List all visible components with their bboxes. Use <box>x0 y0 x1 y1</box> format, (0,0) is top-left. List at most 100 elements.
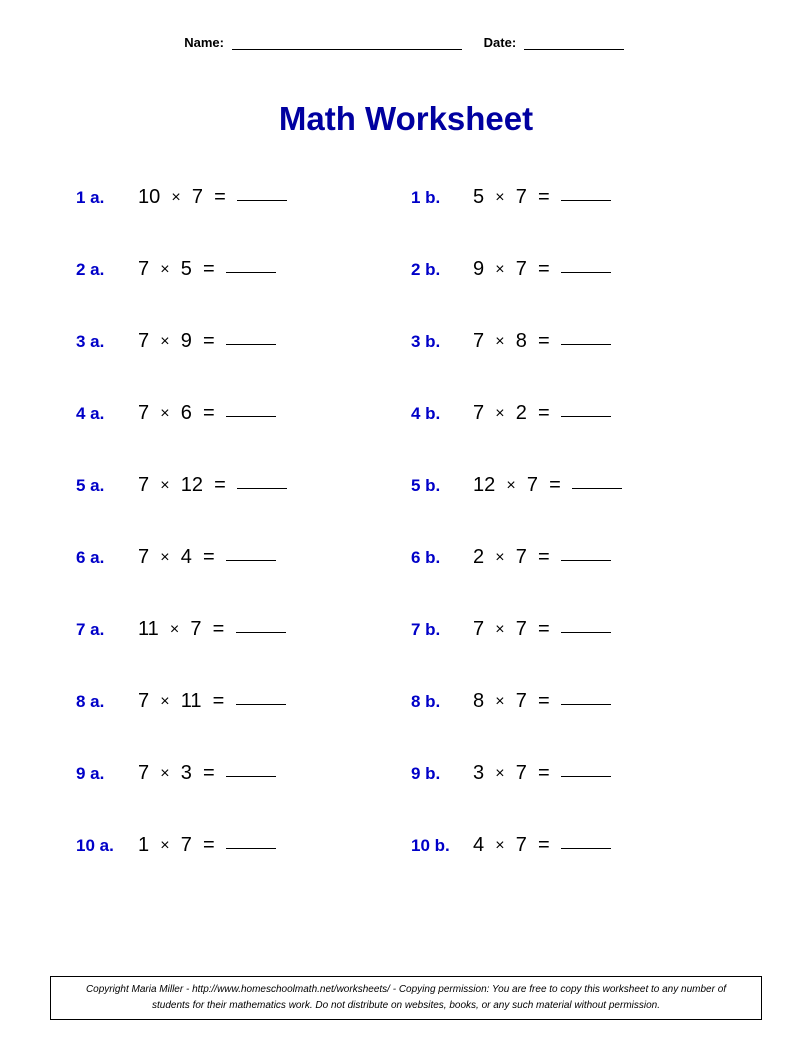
operator: × <box>506 477 515 494</box>
answer-blank[interactable] <box>572 488 622 489</box>
name-label: Name: <box>184 35 224 50</box>
operand-b: 7 <box>516 258 527 280</box>
operator: × <box>160 693 169 710</box>
equals-sign: = <box>203 762 215 784</box>
equals-sign: = <box>203 834 215 856</box>
operand-a: 7 <box>473 402 484 424</box>
operand-a: 10 <box>138 186 160 208</box>
answer-blank[interactable] <box>561 704 611 705</box>
problem-expression: 7 × 7 = <box>473 618 611 641</box>
problem-item: 4 b.7 × 2 = <box>411 402 736 425</box>
equals-sign: = <box>203 402 215 424</box>
operand-a: 3 <box>473 762 484 784</box>
problem-label: 7 b. <box>411 620 473 640</box>
operand-b: 7 <box>516 834 527 856</box>
problem-item: 1 a.10 × 7 = <box>76 186 401 209</box>
equals-sign: = <box>538 186 550 208</box>
answer-blank[interactable] <box>561 560 611 561</box>
problem-item: 3 a.7 × 9 = <box>76 330 401 353</box>
date-label: Date: <box>484 35 517 50</box>
operator: × <box>160 405 169 422</box>
problem-item: 3 b.7 × 8 = <box>411 330 736 353</box>
answer-blank[interactable] <box>236 632 286 633</box>
problem-item: 7 b.7 × 7 = <box>411 618 736 641</box>
problem-expression: 7 × 3 = <box>138 762 276 785</box>
problem-expression: 7 × 12 = <box>138 474 287 497</box>
operator: × <box>495 549 504 566</box>
problem-label: 8 b. <box>411 692 473 712</box>
answer-blank[interactable] <box>236 704 286 705</box>
operand-a: 2 <box>473 546 484 568</box>
problem-expression: 11 × 7 = <box>138 618 286 641</box>
header-row: Name: Date: <box>50 35 762 50</box>
operand-a: 7 <box>473 618 484 640</box>
name-blank[interactable] <box>232 49 462 50</box>
answer-blank[interactable] <box>561 632 611 633</box>
answer-blank[interactable] <box>561 200 611 201</box>
equals-sign: = <box>549 474 561 496</box>
answer-blank[interactable] <box>561 272 611 273</box>
problem-expression: 7 × 11 = <box>138 690 286 713</box>
problem-item: 6 a.7 × 4 = <box>76 546 401 569</box>
operand-a: 7 <box>138 330 149 352</box>
operand-b: 6 <box>181 402 192 424</box>
operand-a: 9 <box>473 258 484 280</box>
operator: × <box>160 549 169 566</box>
answer-blank[interactable] <box>237 200 287 201</box>
answer-blank[interactable] <box>226 560 276 561</box>
problem-label: 4 b. <box>411 404 473 424</box>
operator: × <box>171 189 180 206</box>
operator: × <box>160 837 169 854</box>
problem-item: 10 b.4 × 7 = <box>411 834 736 857</box>
operand-b: 7 <box>516 546 527 568</box>
problem-expression: 12 × 7 = <box>473 474 622 497</box>
problem-expression: 8 × 7 = <box>473 690 611 713</box>
operator: × <box>495 189 504 206</box>
answer-blank[interactable] <box>226 272 276 273</box>
operand-b: 7 <box>527 474 538 496</box>
equals-sign: = <box>538 762 550 784</box>
operand-a: 1 <box>138 834 149 856</box>
problem-item: 5 a.7 × 12 = <box>76 474 401 497</box>
problem-label: 5 b. <box>411 476 473 496</box>
date-blank[interactable] <box>524 49 624 50</box>
equals-sign: = <box>203 258 215 280</box>
operator: × <box>160 333 169 350</box>
problem-item: 8 b.8 × 7 = <box>411 690 736 713</box>
problem-label: 8 a. <box>76 692 138 712</box>
answer-blank[interactable] <box>561 848 611 849</box>
problem-item: 8 a.7 × 11 = <box>76 690 401 713</box>
answer-blank[interactable] <box>226 344 276 345</box>
equals-sign: = <box>538 330 550 352</box>
problem-expression: 7 × 4 = <box>138 546 276 569</box>
problem-item: 1 b.5 × 7 = <box>411 186 736 209</box>
answer-blank[interactable] <box>237 488 287 489</box>
problem-expression: 7 × 9 = <box>138 330 276 353</box>
problem-label: 9 a. <box>76 764 138 784</box>
problem-expression: 9 × 7 = <box>473 258 611 281</box>
problems-grid: 1 a.10 × 7 = 1 b.5 × 7 = 2 a.7 × 5 = 2 b… <box>50 186 762 857</box>
problem-item: 9 b.3 × 7 = <box>411 762 736 785</box>
problem-expression: 10 × 7 = <box>138 186 287 209</box>
operand-a: 4 <box>473 834 484 856</box>
problem-item: 2 a.7 × 5 = <box>76 258 401 281</box>
problem-expression: 5 × 7 = <box>473 186 611 209</box>
operand-b: 7 <box>192 186 203 208</box>
operand-a: 7 <box>138 258 149 280</box>
answer-blank[interactable] <box>561 776 611 777</box>
operator: × <box>495 837 504 854</box>
answer-blank[interactable] <box>226 848 276 849</box>
operator: × <box>495 693 504 710</box>
answer-blank[interactable] <box>561 344 611 345</box>
operand-b: 4 <box>181 546 192 568</box>
problem-label: 3 a. <box>76 332 138 352</box>
operand-a: 7 <box>138 474 149 496</box>
problem-label: 6 b. <box>411 548 473 568</box>
answer-blank[interactable] <box>561 416 611 417</box>
operand-b: 11 <box>181 690 202 712</box>
operand-b: 7 <box>181 834 192 856</box>
answer-blank[interactable] <box>226 416 276 417</box>
answer-blank[interactable] <box>226 776 276 777</box>
problem-item: 5 b.12 × 7 = <box>411 474 736 497</box>
operand-b: 8 <box>516 330 527 352</box>
